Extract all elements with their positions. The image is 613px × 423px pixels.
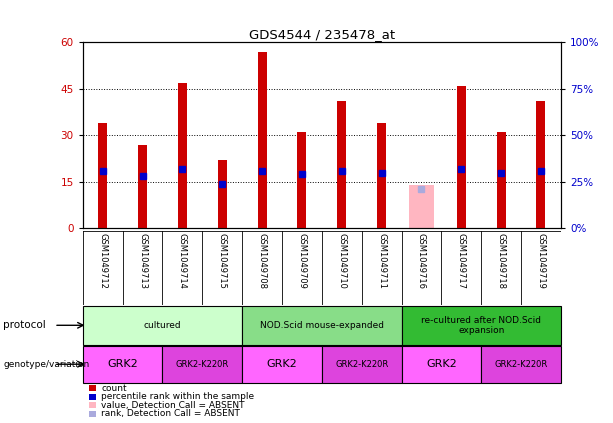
Bar <box>98 123 107 228</box>
Text: GSM1049714: GSM1049714 <box>178 233 187 288</box>
Text: GRK2: GRK2 <box>107 359 138 369</box>
Text: GSM1049717: GSM1049717 <box>457 233 466 289</box>
Bar <box>162 346 242 383</box>
Bar <box>257 52 267 228</box>
Text: rank, Detection Call = ABSENT: rank, Detection Call = ABSENT <box>101 409 240 418</box>
Text: protocol: protocol <box>3 320 46 330</box>
Bar <box>402 306 561 345</box>
Text: GSM1049716: GSM1049716 <box>417 233 426 289</box>
Bar <box>297 132 306 228</box>
Text: GRK2-K220R: GRK2-K220R <box>335 360 388 369</box>
Bar <box>536 101 546 228</box>
Text: NOD.Scid mouse-expanded: NOD.Scid mouse-expanded <box>260 321 384 330</box>
Bar <box>497 132 506 228</box>
Bar <box>178 82 187 228</box>
Text: GSM1049711: GSM1049711 <box>377 233 386 288</box>
Bar <box>218 160 227 228</box>
Bar <box>402 346 481 383</box>
Text: GSM1049709: GSM1049709 <box>297 233 306 288</box>
Title: GDS4544 / 235478_at: GDS4544 / 235478_at <box>249 28 395 41</box>
Text: GSM1049710: GSM1049710 <box>337 233 346 288</box>
Text: count: count <box>101 384 127 393</box>
Text: GSM1049715: GSM1049715 <box>218 233 227 288</box>
Bar <box>337 101 346 228</box>
Bar <box>377 123 386 228</box>
Text: GRK2: GRK2 <box>267 359 297 369</box>
Text: value, Detection Call = ABSENT: value, Detection Call = ABSENT <box>101 401 245 410</box>
Text: GSM1049713: GSM1049713 <box>138 233 147 289</box>
Bar <box>138 145 147 228</box>
Text: cultured: cultured <box>143 321 181 330</box>
Text: GSM1049719: GSM1049719 <box>536 233 546 288</box>
Text: re-cultured after NOD.Scid
expansion: re-cultured after NOD.Scid expansion <box>421 316 541 335</box>
Bar <box>83 346 162 383</box>
Bar <box>322 346 402 383</box>
Bar <box>83 306 242 345</box>
Text: GRK2-K220R: GRK2-K220R <box>176 360 229 369</box>
Bar <box>242 346 322 383</box>
Text: genotype/variation: genotype/variation <box>3 360 89 369</box>
Bar <box>457 86 466 228</box>
Text: GSM1049718: GSM1049718 <box>497 233 506 289</box>
Text: GSM1049712: GSM1049712 <box>98 233 107 288</box>
Bar <box>481 346 561 383</box>
Bar <box>409 185 434 228</box>
Text: GRK2-K220R: GRK2-K220R <box>495 360 547 369</box>
Text: percentile rank within the sample: percentile rank within the sample <box>101 392 254 401</box>
Text: GRK2: GRK2 <box>426 359 457 369</box>
Bar <box>242 306 402 345</box>
Text: GSM1049708: GSM1049708 <box>257 233 267 289</box>
